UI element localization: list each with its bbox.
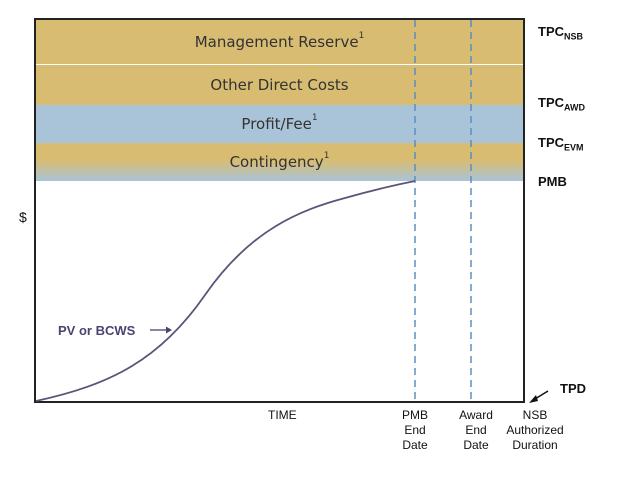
label-pmb: PMB [538,174,567,189]
band-management-reserve: Management Reserve 1 [36,20,523,65]
label-main: TPC [538,95,564,110]
tpd-arrow-head [529,395,538,403]
marker-line: Date [463,438,489,452]
label-tpc-nsb: TPCNSB [538,24,583,42]
label-tpc-evm: TPCEVM [538,135,584,153]
label-main: TPC [538,24,564,39]
band-other-direct-costs: Other Direct Costs [36,65,523,105]
label-sub: NSB [564,31,584,42]
label-tpd: TPD [560,381,586,396]
footnote-marker: 1 [323,151,330,161]
label-sub: EVM [564,142,584,153]
marker-line: NSB [522,408,548,422]
label-tpc-awd: TPCAWD [538,95,585,113]
marker-line: Authorized [506,423,564,437]
marker-line: PMB [401,408,428,422]
pv-curve-label: PV or BCWS [58,323,136,338]
pv-arrow-head [166,326,172,334]
footnote-marker: 1 [311,113,318,123]
label-sub: AWD [564,102,585,113]
marker-award-end-date: Award End Date [456,408,496,453]
marker-nsb-authorized-duration: NSB Authorized Duration [497,408,573,453]
marker-line: Duration [512,438,558,452]
band-label: Contingency [229,153,324,171]
x-axis-label: TIME [268,408,297,422]
band-label: Other Direct Costs [210,76,349,94]
pv-curve [35,180,416,402]
band-profit-fee: Profit/Fee 1 [36,105,523,143]
band-label: Profit/Fee [241,115,312,133]
tpd-arrow-line [534,390,549,400]
marker-line: End [404,423,426,437]
marker-line: Award [459,408,493,422]
band-contingency: Contingency 1 [36,143,523,181]
marker-line: End [465,423,487,437]
marker-line: Date [402,438,428,452]
footnote-marker: 1 [358,31,365,41]
band-label: Management Reserve [194,33,359,51]
marker-pmb-end-date: PMB End Date [395,408,435,453]
y-axis-label: $ [19,209,27,225]
label-main: TPC [538,135,564,150]
